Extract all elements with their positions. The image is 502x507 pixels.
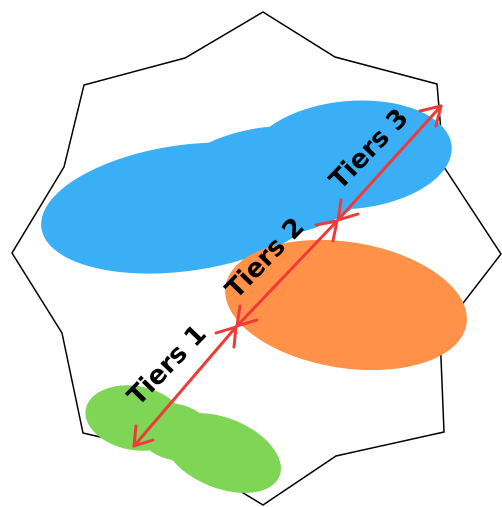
blue-region (41, 100, 452, 274)
green-region (85, 385, 281, 493)
orange-region (225, 239, 467, 371)
tier3-arrow (336, 104, 443, 222)
